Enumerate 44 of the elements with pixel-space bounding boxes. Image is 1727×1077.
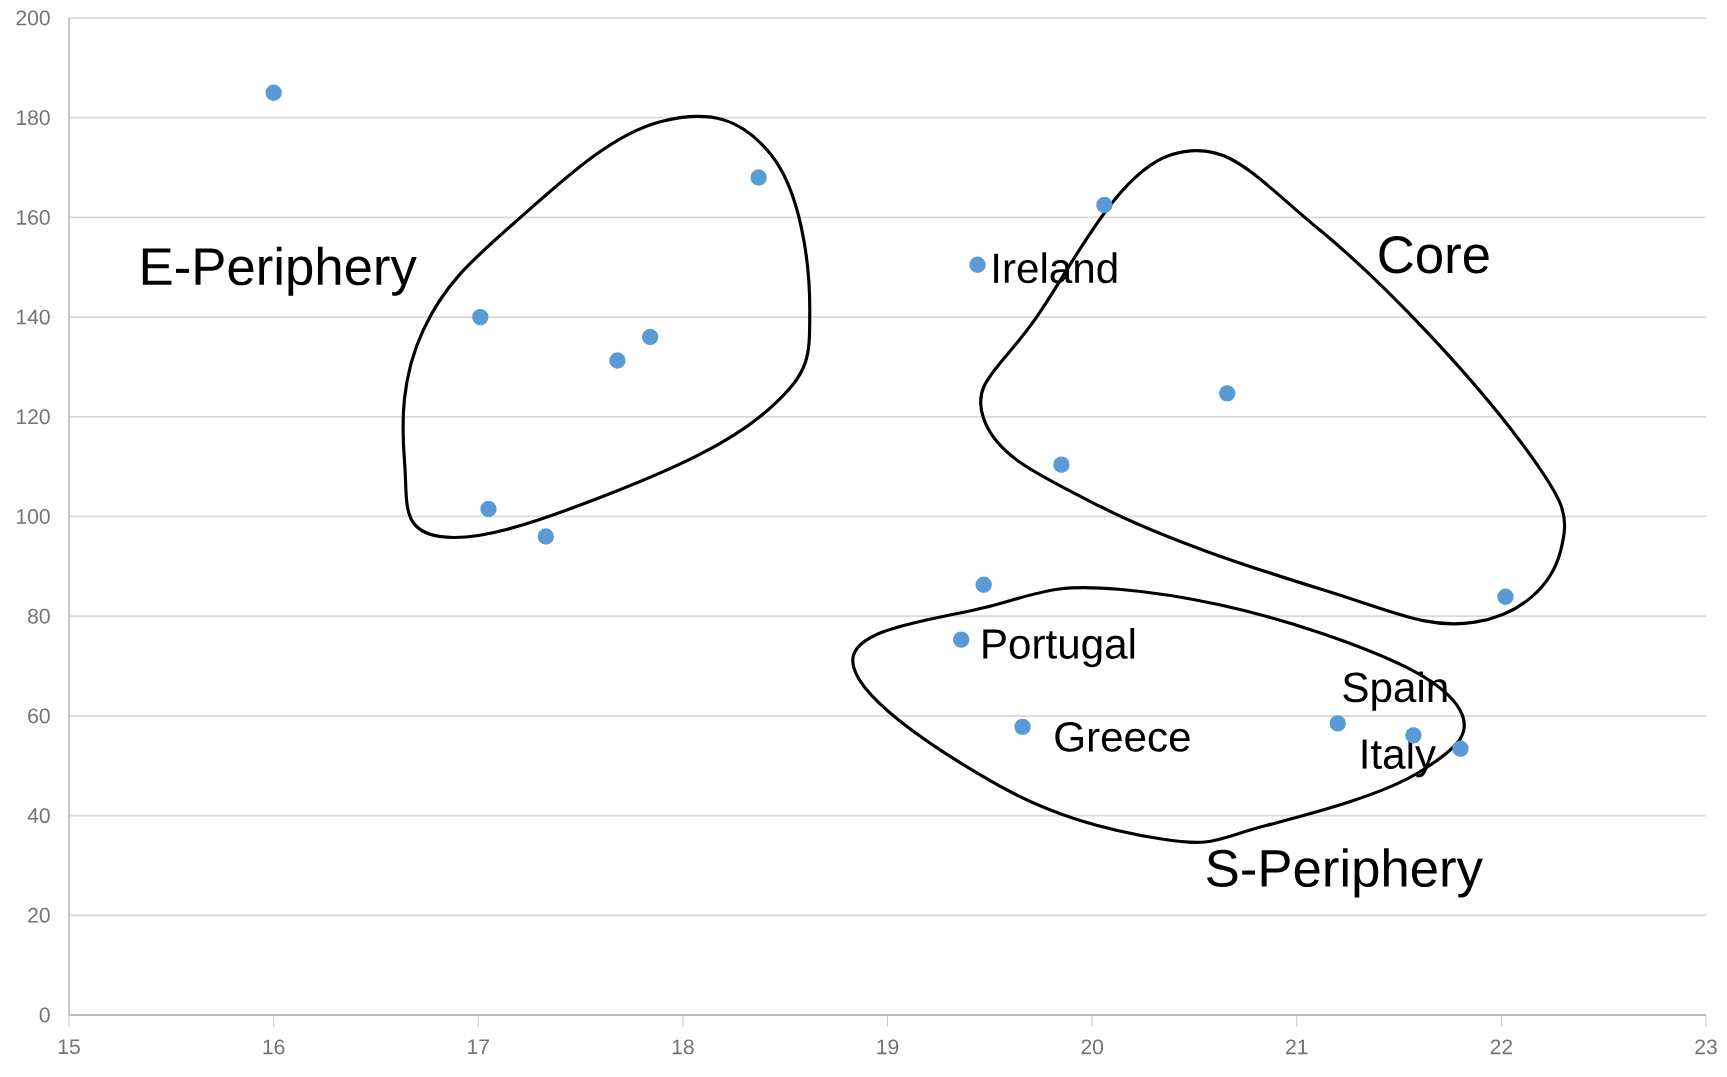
annotation: Portugal	[983, 627, 1135, 668]
x-tick-label: 19	[877, 1039, 899, 1055]
point	[1053, 456, 1070, 473]
point	[1497, 588, 1514, 605]
x-tick-label: 22	[1490, 1039, 1513, 1055]
x-tick-label: 16	[263, 1039, 285, 1055]
point	[265, 84, 282, 101]
x-tick-label: 17	[468, 1039, 489, 1054]
y-tick-label: 200	[16, 10, 50, 26]
x-tick-label: 23	[1695, 1039, 1717, 1055]
point	[1096, 196, 1113, 214]
x-tick-label: 15	[58, 1039, 80, 1055]
point	[975, 576, 992, 594]
x-tick-label: 21	[1286, 1039, 1308, 1055]
point	[1014, 718, 1031, 736]
y-tick-label: 140	[17, 309, 50, 325]
annotation: Greece	[1055, 721, 1190, 752]
point	[537, 528, 554, 545]
y-tick-label: 0	[39, 1007, 50, 1023]
x-tick-label: 20	[1081, 1039, 1104, 1055]
y-tick-label: 60	[28, 708, 50, 724]
x-tick-label: 18	[672, 1039, 694, 1055]
y-tick-label: 180	[17, 110, 50, 126]
point	[472, 308, 489, 326]
annotation: Italy	[1362, 738, 1436, 778]
point	[952, 631, 970, 648]
annotation: E-Periphery	[142, 246, 417, 296]
annotation: Core	[1379, 236, 1489, 274]
annotation: Spain	[1343, 671, 1447, 711]
point	[750, 169, 767, 186]
point	[641, 328, 659, 346]
y-tick-label: 40	[27, 808, 50, 824]
point	[609, 352, 626, 369]
y-tick-label: 20	[28, 907, 50, 923]
point	[480, 500, 497, 518]
annotation: S-Periphery	[1207, 848, 1483, 898]
point	[1452, 740, 1469, 758]
point	[969, 256, 986, 273]
y-tick-label: 160	[17, 209, 50, 225]
point	[1329, 715, 1346, 732]
point	[1218, 385, 1236, 402]
y-tick-label: 100	[17, 509, 50, 524]
y-tick-label: 80	[28, 608, 50, 624]
y-tick-label: 120	[17, 409, 50, 425]
